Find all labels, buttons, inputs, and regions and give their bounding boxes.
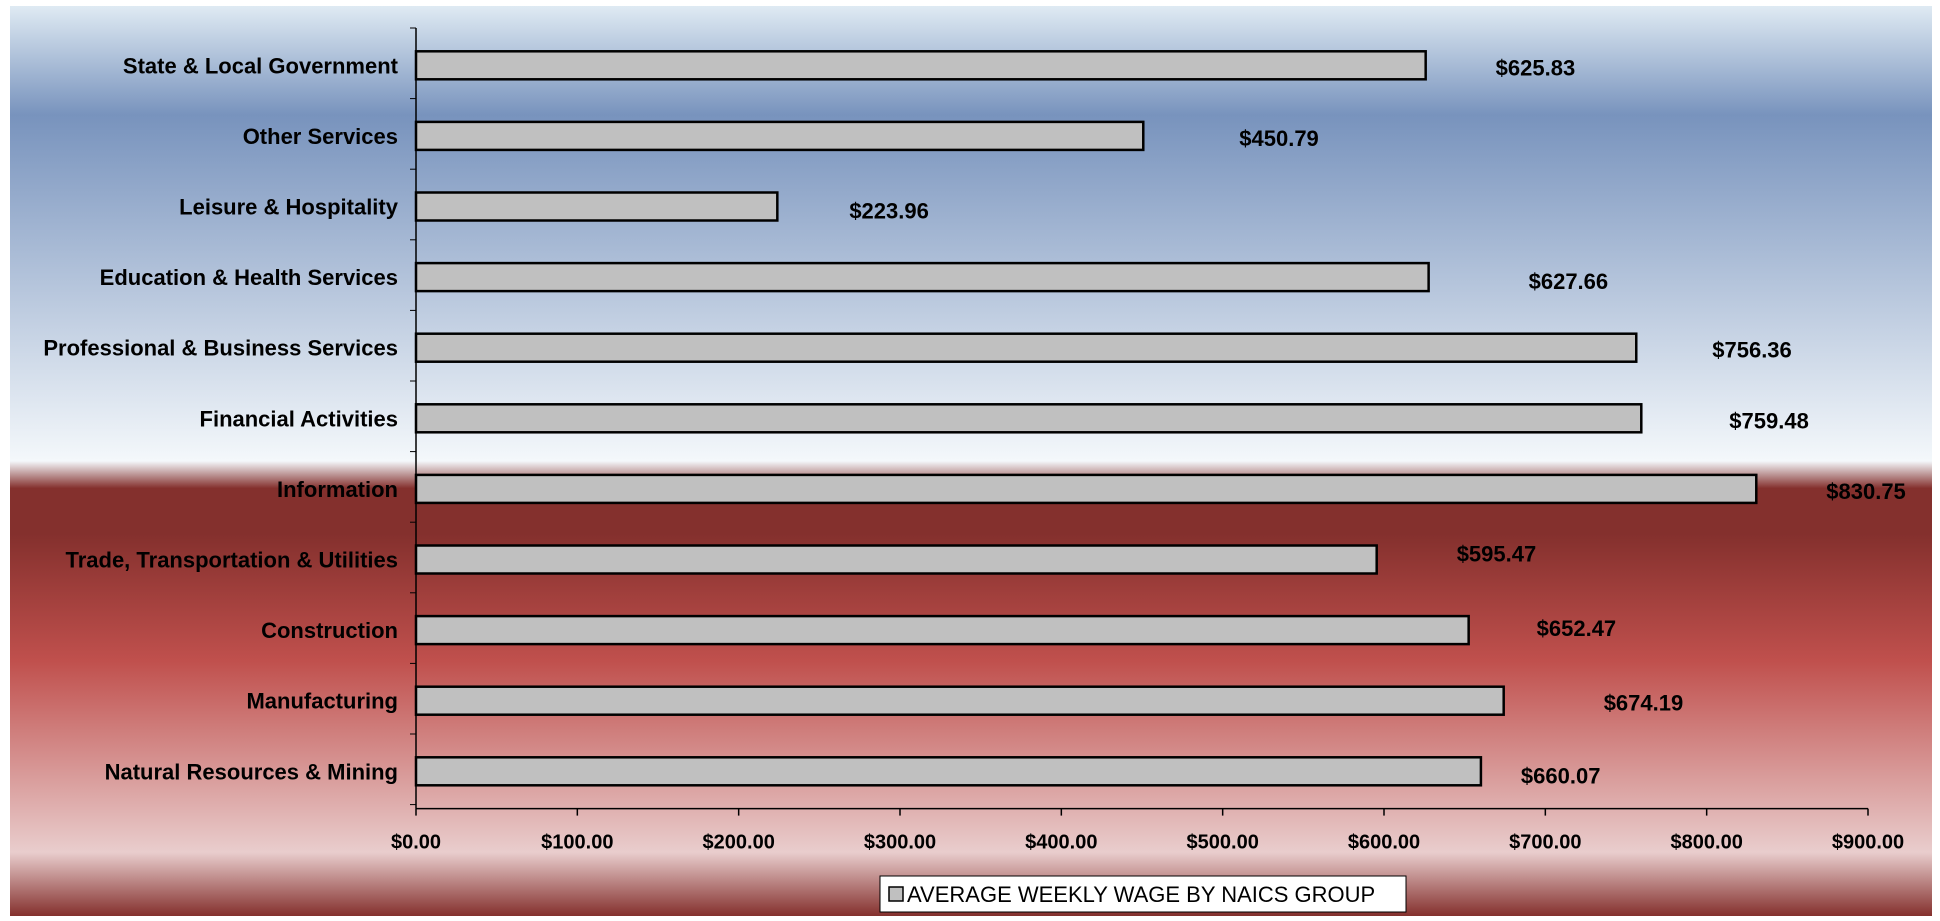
x-tick-label: $0.00 bbox=[391, 832, 441, 854]
data-label: $595.47 bbox=[1457, 542, 1537, 567]
data-label: $830.75 bbox=[1826, 479, 1906, 504]
data-label: $625.83 bbox=[1496, 55, 1576, 80]
category-label: Construction bbox=[261, 618, 398, 643]
data-label: $660.07 bbox=[1521, 763, 1601, 788]
bar bbox=[414, 191, 779, 222]
data-label: $627.66 bbox=[1529, 269, 1609, 294]
bar bbox=[414, 473, 1758, 505]
category-label: Trade, Transportation & Utilities bbox=[65, 548, 398, 573]
bar bbox=[414, 120, 1145, 152]
bar bbox=[414, 332, 1638, 363]
category-label: State & Local Government bbox=[123, 53, 399, 78]
bar bbox=[414, 544, 1378, 575]
data-label: $756.36 bbox=[1712, 338, 1792, 363]
bar bbox=[414, 685, 1505, 716]
category-label: Leisure & Hospitality bbox=[179, 195, 399, 220]
x-tick-label: $700.00 bbox=[1509, 832, 1581, 854]
x-tick-label: $900.00 bbox=[1832, 832, 1904, 854]
bar bbox=[414, 261, 1430, 293]
x-tick-label: $500.00 bbox=[1187, 832, 1259, 854]
category-label: Financial Activities bbox=[200, 406, 398, 431]
category-label: Natural Resources & Mining bbox=[105, 759, 398, 784]
legend: AVERAGE WEEKLY WAGE BY NAICS GROUP bbox=[879, 875, 1407, 913]
x-tick-label: $300.00 bbox=[864, 832, 936, 854]
data-label: $450.79 bbox=[1239, 126, 1319, 151]
legend-box bbox=[879, 875, 1407, 913]
x-tick-label: $200.00 bbox=[703, 832, 775, 854]
bar bbox=[414, 403, 1643, 434]
category-label: Information bbox=[277, 477, 398, 502]
x-tick-label: $800.00 bbox=[1671, 832, 1743, 854]
bar bbox=[414, 614, 1470, 646]
category-label: Professional & Business Services bbox=[43, 336, 398, 361]
legend-swatch bbox=[888, 886, 904, 902]
data-label: $759.48 bbox=[1729, 408, 1809, 433]
data-label: $652.47 bbox=[1537, 616, 1617, 641]
category-label: Manufacturing bbox=[246, 689, 398, 714]
bar bbox=[414, 756, 1483, 787]
category-label: Other Services bbox=[243, 124, 398, 149]
category-label: Education & Health Services bbox=[100, 265, 398, 290]
legend-label: AVERAGE WEEKLY WAGE BY NAICS GROUP bbox=[907, 882, 1375, 907]
data-label: $674.19 bbox=[1604, 691, 1684, 716]
data-label: $223.96 bbox=[849, 199, 929, 224]
x-tick-label: $600.00 bbox=[1348, 832, 1420, 854]
x-tick-label: $100.00 bbox=[541, 832, 613, 854]
bar bbox=[414, 50, 1427, 81]
x-tick-label: $400.00 bbox=[1025, 832, 1097, 854]
